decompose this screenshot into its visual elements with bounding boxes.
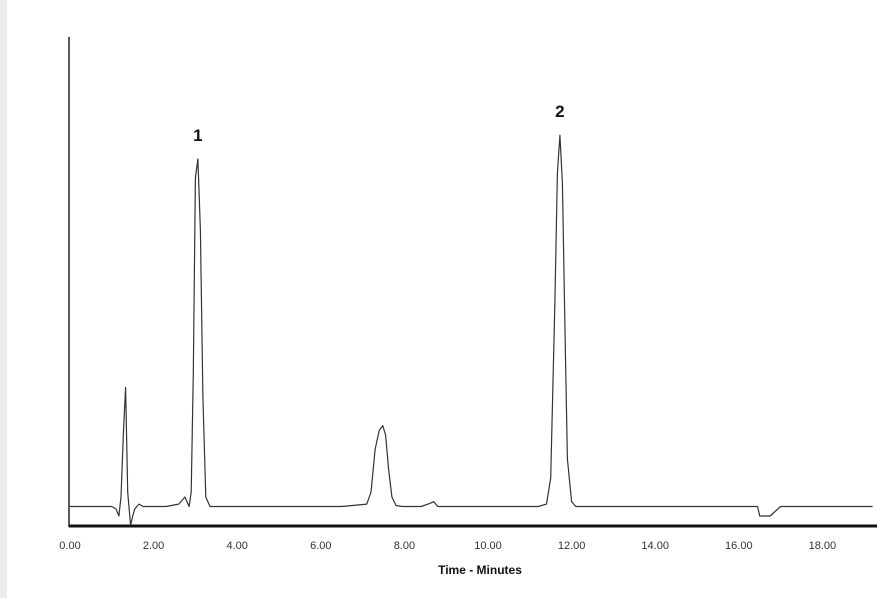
peak-labels: 12 — [193, 102, 564, 145]
x-axis-title: Time - Minutes — [438, 563, 522, 577]
x-tick-label: 4.00 — [226, 540, 247, 552]
x-tick-label: 8.00 — [394, 540, 415, 552]
peak-label: 1 — [193, 126, 202, 145]
x-tick-label: 12.00 — [558, 540, 586, 552]
chromatogram-trace — [70, 134, 873, 527]
x-tick-label: 0.00 — [59, 540, 80, 552]
x-tick-label: 14.00 — [641, 540, 669, 552]
left-border-strip — [0, 0, 7, 598]
x-tick-label: 18.00 — [809, 540, 837, 552]
x-tick-label: 16.00 — [725, 540, 753, 552]
x-tick-label: 2.00 — [143, 540, 164, 552]
x-tick-labels: 0.00 2.00 4.00 6.00 8.00 10.00 12.00 14.00 16.00… — [59, 540, 836, 552]
peak-label: 2 — [555, 102, 564, 121]
x-tick-label: 6.00 — [310, 540, 331, 552]
x-tick-label: 10.00 — [474, 540, 502, 552]
